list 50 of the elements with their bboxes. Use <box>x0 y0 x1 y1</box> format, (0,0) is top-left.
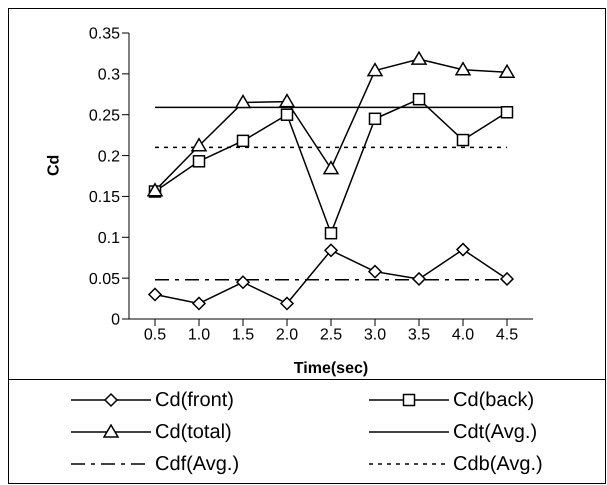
x-tick-label: 4.0 <box>452 326 474 344</box>
point <box>411 51 427 65</box>
point <box>148 288 162 302</box>
y-tick-label: 0 <box>111 312 120 329</box>
x-tick-label: 1.5 <box>232 326 254 344</box>
legend-label: Cdb(Avg.) <box>453 452 543 476</box>
point <box>499 64 515 78</box>
legend-label: Cdf(Avg.) <box>155 452 240 476</box>
legend-label: Cd(back) <box>453 388 534 412</box>
point <box>456 134 470 146</box>
x-tick-label: 0.5 <box>144 326 166 344</box>
y-axis-title: Cd <box>46 154 63 176</box>
x-tick-label: 2.5 <box>320 326 342 344</box>
y-tick-label: 0.05 <box>88 270 120 288</box>
y-tick-label: 0.1 <box>98 230 120 247</box>
point <box>412 272 426 286</box>
y-tick-label: 0.25 <box>88 107 120 124</box>
x-tick-label: 1.0 <box>188 326 210 344</box>
point <box>455 62 471 76</box>
point <box>368 264 382 278</box>
legend-label: Cdt(Avg.) <box>453 420 538 444</box>
y-tick-label: 0.35 <box>88 26 120 43</box>
point <box>324 244 338 258</box>
point <box>236 134 250 148</box>
point <box>192 296 206 310</box>
legend-label: Cd(total) <box>155 420 232 444</box>
point <box>280 108 294 121</box>
point <box>500 106 514 119</box>
point <box>368 112 382 126</box>
x-axis-title: Time(sec) <box>294 360 368 377</box>
x-tick-label: 3.5 <box>408 326 430 344</box>
legend-label: Cd(front) <box>155 388 234 412</box>
point <box>500 272 514 286</box>
point <box>324 226 338 240</box>
point <box>323 160 339 174</box>
point <box>147 182 163 196</box>
point <box>279 94 295 108</box>
x-tick-label: 3.0 <box>364 326 386 344</box>
x-tick-label: 2.0 <box>276 326 298 344</box>
y-tick-label: 0.2 <box>98 148 120 166</box>
x-tick-label: 4.5 <box>496 326 518 344</box>
point <box>367 62 383 76</box>
point <box>412 92 426 106</box>
y-tick-label: 0.3 <box>98 66 120 84</box>
point <box>236 275 250 289</box>
point <box>456 242 470 256</box>
point <box>280 296 294 310</box>
point <box>192 155 206 168</box>
y-tick-label: 0.15 <box>88 189 120 206</box>
point <box>235 94 251 108</box>
